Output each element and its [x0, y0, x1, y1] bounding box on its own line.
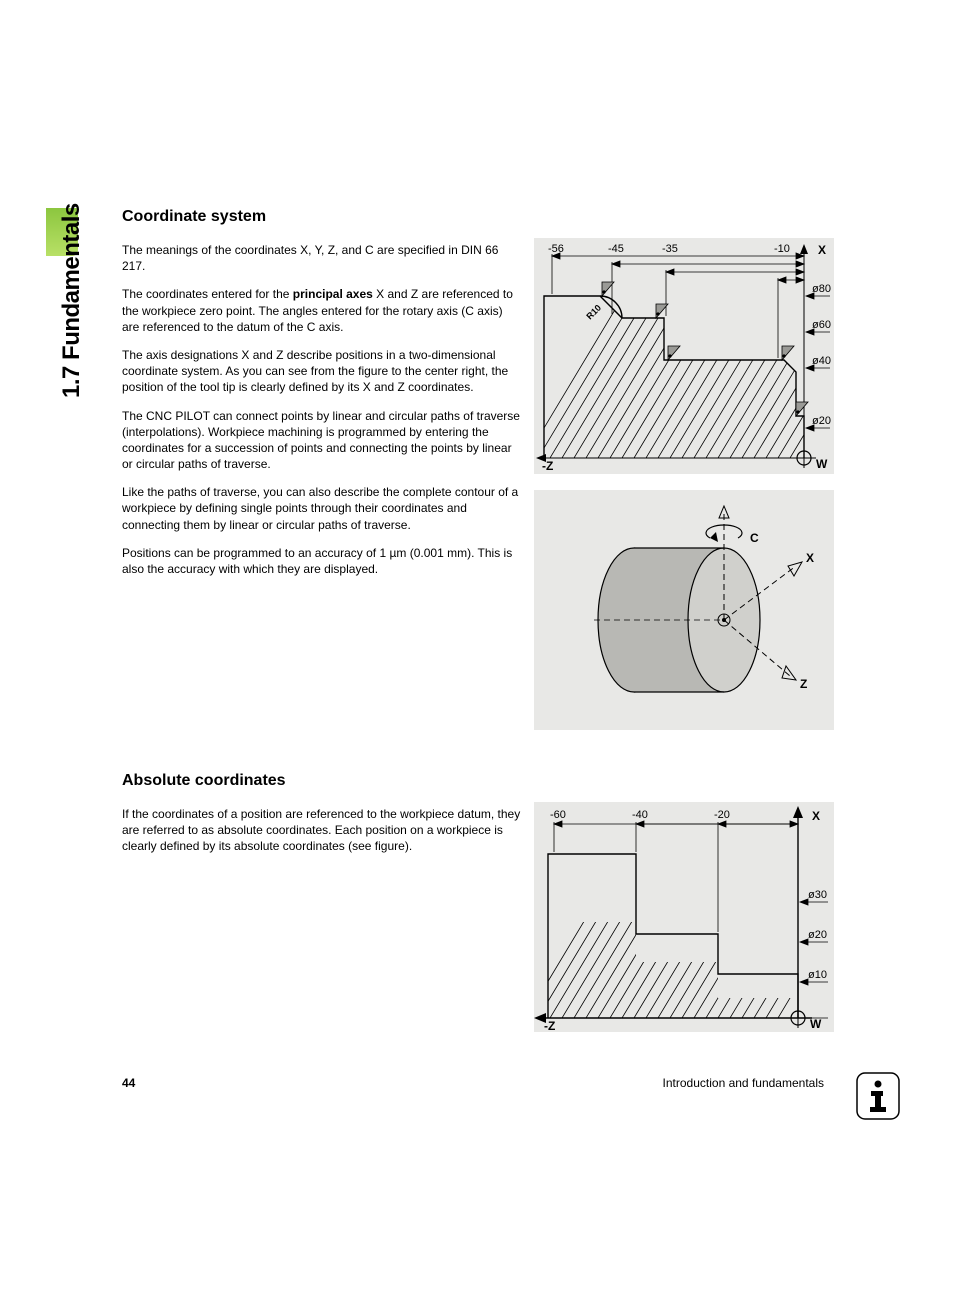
svg-text:-Z: -Z — [542, 459, 553, 473]
figure-absolute-coords: X -Z W — [534, 802, 834, 1032]
svg-text:-60: -60 — [550, 809, 566, 821]
heading-absolute-coordinates: Absolute coordinates — [122, 772, 522, 790]
svg-text:C: C — [750, 531, 759, 545]
svg-text:-45: -45 — [608, 243, 624, 255]
para-6: Positions can be programmed to an accura… — [122, 545, 522, 577]
svg-text:-10: -10 — [774, 243, 790, 255]
para-2: The coordinates entered for the principa… — [122, 286, 522, 335]
section-absolute-coordinates: Absolute coordinates If the coordinates … — [122, 772, 522, 867]
svg-text:X: X — [818, 243, 826, 257]
svg-text:ø20: ø20 — [812, 415, 831, 427]
para-3: The axis designations X and Z describe p… — [122, 347, 522, 396]
svg-text:ø60: ø60 — [812, 319, 831, 331]
svg-text:ø40: ø40 — [812, 355, 831, 367]
svg-text:X: X — [812, 809, 820, 823]
svg-text:-20: -20 — [714, 809, 730, 821]
para-1: The meanings of the coordinates X, Y, Z,… — [122, 242, 522, 274]
svg-text:-40: -40 — [632, 809, 648, 821]
svg-text:-56: -56 — [548, 243, 564, 255]
svg-text:W: W — [810, 1017, 822, 1031]
section-coordinate-system: Coordinate system The meanings of the co… — [122, 208, 522, 589]
page-number: 44 — [122, 1076, 135, 1090]
chapter-title: Introduction and fundamentals — [663, 1076, 824, 1090]
svg-text:ø20: ø20 — [808, 929, 827, 941]
svg-text:Z: Z — [800, 677, 807, 691]
side-title: 1.7 Fundamentals — [58, 203, 86, 398]
para-5: Like the paths of traverse, you can also… — [122, 484, 522, 533]
svg-text:-35: -35 — [662, 243, 678, 255]
info-icon — [856, 1072, 900, 1120]
heading-coordinate-system: Coordinate system — [122, 208, 522, 226]
svg-text:X: X — [806, 551, 814, 565]
figure-xz-profile: X -Z W — [534, 238, 834, 474]
para-4: The CNC PILOT can connect points by line… — [122, 408, 522, 473]
svg-text:-Z: -Z — [544, 1019, 555, 1032]
svg-text:W: W — [816, 457, 828, 471]
svg-text:ø10: ø10 — [808, 969, 827, 981]
para-abs-1: If the coordinates of a position are ref… — [122, 806, 522, 855]
figure-cylinder-axes: C X Z — [534, 490, 834, 730]
svg-text:ø80: ø80 — [812, 283, 831, 295]
svg-text:ø30: ø30 — [808, 889, 827, 901]
